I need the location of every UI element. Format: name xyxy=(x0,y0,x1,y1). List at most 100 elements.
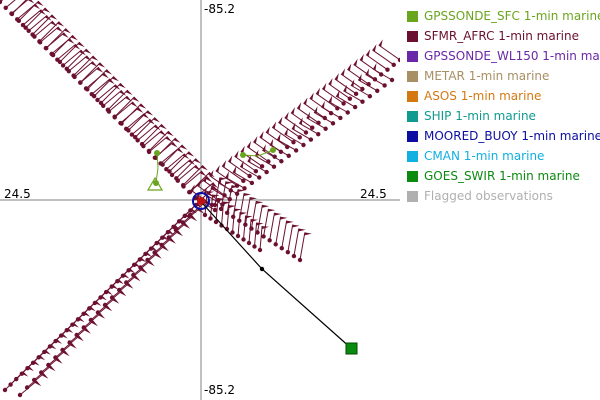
wind-barb-flag xyxy=(50,14,58,20)
wind-barb xyxy=(378,44,400,61)
goes-marker xyxy=(345,342,358,355)
wind-barb-flag xyxy=(225,171,229,179)
wind-barb-flag xyxy=(273,212,282,216)
observation-dot xyxy=(241,237,246,242)
wind-barb xyxy=(182,165,204,186)
wind-barb-flag xyxy=(240,145,245,154)
observation-dot xyxy=(257,247,263,253)
observation-dot xyxy=(137,257,143,262)
observation-dot xyxy=(347,96,353,101)
wind-barb xyxy=(254,222,258,247)
wind-barb xyxy=(93,76,115,97)
gpssonde-track xyxy=(242,149,274,157)
legend-item[interactable]: MOORED_BUOY 1-min marine xyxy=(407,126,600,146)
observation-dot xyxy=(129,132,135,137)
wind-barb-flag xyxy=(353,58,358,67)
wind-barb xyxy=(335,95,356,108)
wind-barb-flag xyxy=(154,253,162,259)
wind-barb xyxy=(347,68,369,85)
wind-barb xyxy=(143,130,163,147)
wind-plot-area[interactable]: -85.2 -85.2 24.5 24.5 xyxy=(0,0,400,400)
wind-barb-flag xyxy=(55,358,63,364)
wind-barb xyxy=(162,144,183,165)
wind-barb-flag xyxy=(180,144,188,150)
legend-swatch xyxy=(407,70,418,82)
legend-item[interactable]: Flagged observations xyxy=(407,186,600,206)
wind-barb-flag xyxy=(44,15,52,21)
wind-barb-flag xyxy=(190,184,195,192)
wind-barb xyxy=(353,64,376,80)
legend-item[interactable]: GOES_SWIR 1-min marine xyxy=(407,166,600,186)
wind-barb xyxy=(39,26,59,43)
observation-dot xyxy=(126,128,131,133)
wind-barb-flag xyxy=(291,122,296,131)
legend-item[interactable]: ASOS 1-min marine xyxy=(407,86,600,106)
legend-label: GPSSONDE_WL150 1-min marine xyxy=(424,49,600,63)
legend-item[interactable]: SHIP 1-min marine xyxy=(407,106,600,126)
wind-barb xyxy=(220,181,227,210)
observation-dot xyxy=(360,86,365,92)
wind-barb xyxy=(265,131,288,148)
wind-barb-flag xyxy=(261,204,270,208)
observation-dot xyxy=(23,25,28,30)
legend-item[interactable]: SFMR_AFRC 1-min marine xyxy=(407,26,600,46)
wind-barb-flag xyxy=(77,42,85,48)
observation-dot xyxy=(148,246,154,251)
wind-barb xyxy=(372,68,393,81)
wind-barb xyxy=(276,138,297,151)
wind-barb-flag xyxy=(206,191,215,195)
observation-dot xyxy=(338,115,343,121)
legend-item[interactable]: GPSSONDE_WL150 1-min marine xyxy=(407,46,600,66)
observation-dot xyxy=(257,175,262,180)
observation-dot xyxy=(160,162,165,167)
wind-barb-flag xyxy=(253,136,258,144)
observation-dot xyxy=(160,235,165,240)
wind-barb-flag xyxy=(153,124,161,131)
observation-dot xyxy=(252,244,257,249)
observation-dot xyxy=(166,235,171,240)
wind-barb xyxy=(62,49,82,66)
legend-item[interactable]: CMAN 1-min marine xyxy=(407,146,600,166)
legend-swatch xyxy=(407,150,418,162)
legend-label: MOORED_BUOY 1-min marine xyxy=(424,129,600,143)
wind-barb xyxy=(217,182,238,195)
observation-dot xyxy=(323,126,328,131)
observation-dot xyxy=(375,88,380,94)
observation-dot xyxy=(91,93,97,99)
observation-dot xyxy=(109,284,114,289)
legend-label: CMAN 1-min marine xyxy=(424,149,545,163)
observation-dot xyxy=(145,257,150,263)
wind-barb-flag xyxy=(304,232,312,236)
observation-dot xyxy=(279,159,284,164)
axis-label-left: 24.5 xyxy=(4,187,31,201)
wind-barb xyxy=(86,69,108,90)
wind-barb-flag xyxy=(147,260,155,267)
observation-dot xyxy=(212,202,218,208)
observation-dot xyxy=(231,214,236,219)
observation-dot xyxy=(249,180,255,186)
wind-barb xyxy=(131,118,151,135)
wind-barb-flag xyxy=(231,185,239,189)
observation-dot xyxy=(92,300,98,306)
legend-item[interactable]: GPSSONDE_SFC 1-min marine xyxy=(407,6,600,26)
wind-barb xyxy=(303,102,326,119)
wind-barb-flag xyxy=(98,62,106,68)
legend-label: ASOS 1-min marine xyxy=(424,89,542,103)
wind-barb xyxy=(148,130,170,152)
observation-dot xyxy=(44,46,49,51)
observation-dot xyxy=(213,219,219,225)
observation-dot xyxy=(159,242,164,248)
wind-barb-flag xyxy=(41,373,49,379)
wind-barb-flag xyxy=(205,176,213,183)
observation-dot xyxy=(330,121,336,126)
wind-barb xyxy=(171,159,191,176)
observation-dot xyxy=(219,223,224,228)
wind-barb-flag xyxy=(63,28,71,34)
observation-dot xyxy=(105,107,111,113)
legend-item[interactable]: METAR 1-min marine xyxy=(407,66,600,86)
observation-dot xyxy=(120,273,126,278)
observation-dot xyxy=(208,216,213,221)
wind-barb xyxy=(293,228,300,257)
wind-barb xyxy=(102,89,122,107)
wind-barb-flag xyxy=(165,136,173,142)
